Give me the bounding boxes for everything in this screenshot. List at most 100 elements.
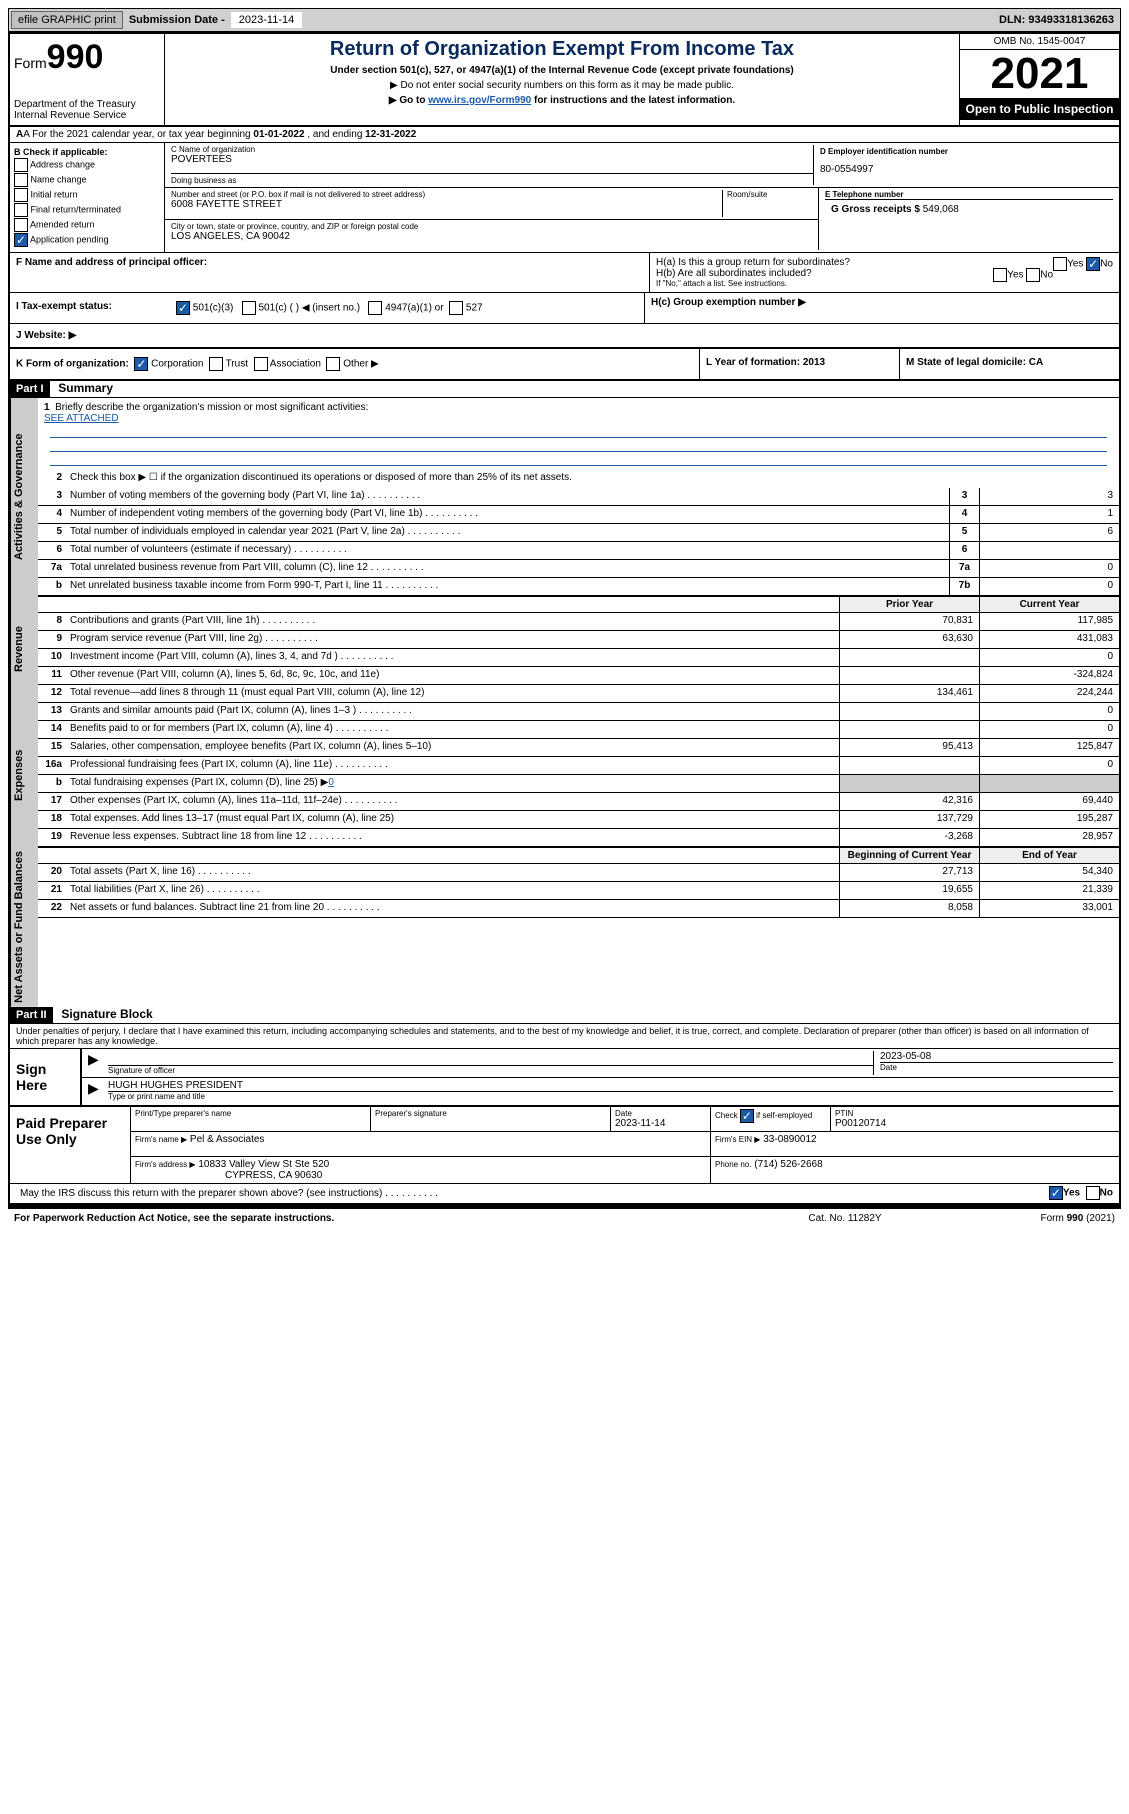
hb-label: H(b) Are all subordinates included? Yes …	[656, 268, 1113, 279]
l14-curr: 0	[979, 721, 1119, 738]
street-label: Number and street (or P.O. box if mail i…	[171, 190, 722, 199]
l7b: Net unrelated business taxable income fr…	[66, 578, 949, 595]
l18-curr: 195,287	[979, 811, 1119, 828]
form-subtitle: Under section 501(c), 527, or 4947(a)(1)…	[173, 65, 951, 76]
chk-address[interactable]: Address change	[14, 158, 160, 172]
dept-treasury: Department of the Treasury	[14, 99, 160, 110]
col-b-label: B Check if applicable:	[14, 147, 160, 157]
chk-initial[interactable]: Initial return	[14, 188, 160, 202]
may-discuss: May the IRS discuss this return with the…	[16, 1186, 913, 1201]
l6: Total number of volunteers (estimate if …	[66, 542, 949, 559]
l9: Program service revenue (Part VIII, line…	[66, 631, 839, 648]
l11: Other revenue (Part VIII, column (A), li…	[66, 667, 839, 684]
open-public: Open to Public Inspection	[960, 98, 1119, 120]
note-ssn: ▶ Do not enter social security numbers o…	[173, 80, 951, 91]
l1-desc: Briefly describe the organization's miss…	[55, 402, 368, 413]
l1-val[interactable]: SEE ATTACHED	[44, 413, 119, 424]
l17: Other expenses (Part IX, column (A), lin…	[66, 793, 839, 810]
arrow-icon: ▶	[88, 1080, 108, 1102]
chk-name[interactable]: Name change	[14, 173, 160, 187]
l11-curr: -324,824	[979, 667, 1119, 684]
may-yn: ✓Yes No	[913, 1186, 1113, 1201]
c-label: C Name of organization	[171, 145, 813, 154]
part1-hdr: Part I	[10, 381, 50, 397]
l20: Total assets (Part X, line 16)	[66, 864, 839, 881]
l10-curr: 0	[979, 649, 1119, 666]
city: LOS ANGELES, CA 90042	[171, 231, 812, 242]
l21-begin: 19,655	[839, 882, 979, 899]
k-form-org: K Form of organization: ✓ Corporation Tr…	[10, 349, 699, 379]
l7b-val: 0	[979, 578, 1119, 595]
paid-preparer-label: Paid Preparer Use Only	[10, 1107, 130, 1183]
l8-prior: 70,831	[839, 613, 979, 630]
ha-label: H(a) Is this a group return for subordin…	[656, 257, 1113, 268]
l14-prior	[839, 721, 979, 738]
sig-date-lbl: Date	[880, 1062, 1113, 1072]
l11-prior	[839, 667, 979, 684]
prep-date: 2023-11-14	[615, 1118, 706, 1129]
irs-label: Internal Revenue Service	[14, 110, 160, 121]
l3: Number of voting members of the governin…	[66, 488, 949, 505]
firm-name: Pel & Associates	[190, 1134, 264, 1145]
l5: Total number of individuals employed in …	[66, 524, 949, 541]
l15-curr: 125,847	[979, 739, 1119, 756]
efile-btn[interactable]: efile GRAPHIC print	[11, 11, 123, 29]
side-activities: Activities & Governance	[10, 398, 38, 596]
part2-hdr: Part II	[10, 1007, 53, 1023]
prep-date-lbl: Date	[615, 1109, 706, 1118]
tax-year: 2021	[960, 50, 1119, 98]
side-net-assets: Net Assets or Fund Balances	[10, 847, 38, 1007]
firm-name-lbl: Firm's name ▶	[135, 1135, 187, 1144]
l14: Benefits paid to or for members (Part IX…	[66, 721, 839, 738]
l7a-val: 0	[979, 560, 1119, 577]
l16b-p-shade	[839, 775, 979, 792]
l17-curr: 69,440	[979, 793, 1119, 810]
l18: Total expenses. Add lines 13–17 (must eq…	[66, 811, 839, 828]
note-link-pre: ▶ Go to	[389, 95, 428, 106]
ptin-lbl: PTIN	[835, 1109, 1115, 1118]
row-a-tax-year: AA For the 2021 calendar year, or tax ye…	[10, 127, 1119, 143]
chk-app-pending[interactable]: ✓ Application pending	[14, 233, 160, 247]
city-label: City or town, state or province, country…	[171, 222, 812, 231]
note-link-post: for instructions and the latest informat…	[531, 95, 735, 106]
chk-final[interactable]: Final return/terminated	[14, 203, 160, 217]
l16b-c-shade	[979, 775, 1119, 792]
street: 6008 FAYETTE STREET	[171, 199, 722, 210]
dln: DLN: 93493318136263	[999, 14, 1118, 26]
hdr-prior: Prior Year	[839, 597, 979, 612]
ein: 80-0554997	[820, 164, 1107, 175]
l4-val: 1	[979, 506, 1119, 523]
org-name: POVERTEES	[171, 154, 813, 165]
row-a-pre: A For the 2021 calendar year, or tax yea…	[23, 129, 253, 140]
l19-prior: -3,268	[839, 829, 979, 846]
hdr-begin: Beginning of Current Year	[839, 848, 979, 863]
footer-form: Form 990 (2021)	[935, 1213, 1115, 1224]
top-bar: efile GRAPHIC print Submission Date - 20…	[8, 8, 1121, 32]
e-label: E Telephone number	[825, 190, 1113, 199]
l20-begin: 27,713	[839, 864, 979, 881]
ty-begin: 01-01-2022	[253, 129, 304, 140]
l3-val: 3	[979, 488, 1119, 505]
l15: Salaries, other compensation, employee b…	[66, 739, 839, 756]
form-number: 990	[47, 38, 104, 76]
sign-here-label: Sign Here	[10, 1049, 80, 1105]
l22: Net assets or fund balances. Subtract li…	[66, 900, 839, 917]
gross-receipts: G Gross receipts $ 549,068	[825, 199, 1113, 219]
prep-name-lbl: Print/Type preparer's name	[135, 1109, 366, 1118]
firm-addr-lbl: Firm's address ▶	[135, 1160, 196, 1169]
officer-name: HUGH HUGHES PRESIDENT	[108, 1080, 1113, 1091]
sig-officer-lbl: Signature of officer	[108, 1065, 873, 1075]
l20-end: 54,340	[979, 864, 1119, 881]
chk-amended[interactable]: Amended return	[14, 218, 160, 232]
l13-curr: 0	[979, 703, 1119, 720]
l18-prior: 137,729	[839, 811, 979, 828]
form-header: Form990 Department of the Treasury Inter…	[10, 34, 1119, 127]
firm-addr1: 10833 Valley View St Ste 520	[198, 1159, 329, 1170]
footer-pra: For Paperwork Reduction Act Notice, see …	[14, 1213, 755, 1224]
irs-link[interactable]: www.irs.gov/Form990	[428, 95, 531, 106]
j-website: J Website: ▶	[16, 330, 76, 341]
l22-begin: 8,058	[839, 900, 979, 917]
col-b-checkboxes: B Check if applicable: Address change Na…	[10, 143, 165, 252]
l16a-curr: 0	[979, 757, 1119, 774]
sub-date: 2023-11-14	[231, 12, 302, 28]
